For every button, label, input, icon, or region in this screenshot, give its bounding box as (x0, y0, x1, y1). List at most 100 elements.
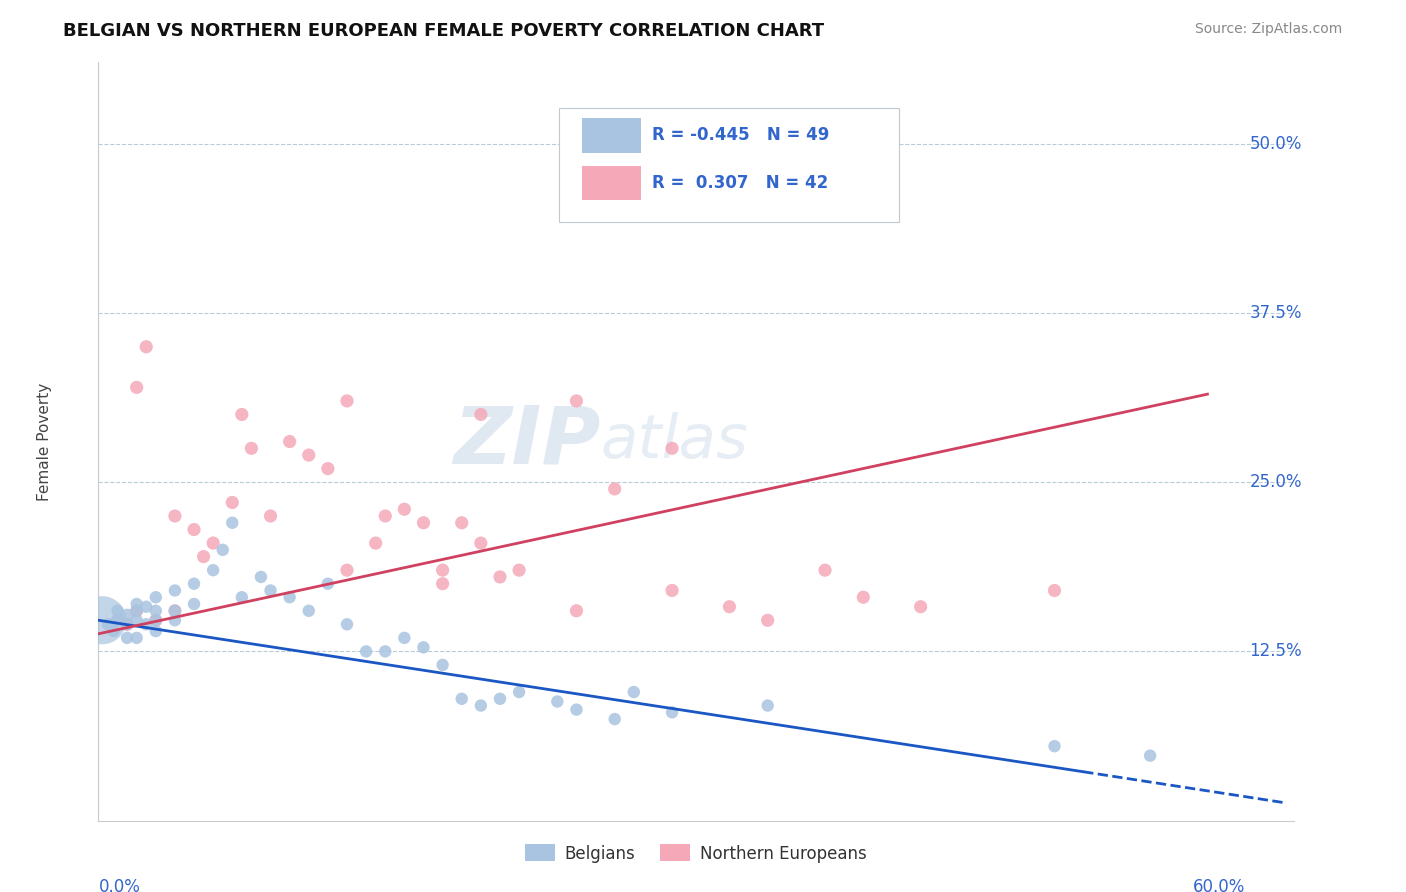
Text: atlas: atlas (600, 412, 748, 471)
Text: 60.0%: 60.0% (1194, 878, 1246, 892)
Point (278, 434, 301, 449)
Point (354, 644, 377, 658)
Point (470, 408, 492, 422)
Point (1043, 739, 1066, 754)
Text: 12.5%: 12.5% (1250, 642, 1302, 660)
Point (259, 583, 281, 598)
Point (91, 613, 114, 627)
Text: 50.0%: 50.0% (1250, 135, 1302, 153)
Point (450, 691, 472, 706)
Point (508, 685, 530, 699)
Point (412, 516, 434, 530)
Text: R =  0.307   N = 42: R = 0.307 N = 42 (652, 174, 828, 192)
Point (135, 340, 157, 354)
FancyBboxPatch shape (558, 108, 900, 221)
Point (183, 597, 205, 611)
Point (336, 617, 359, 632)
Point (193, 549, 215, 564)
Point (316, 576, 339, 591)
Point (756, 613, 779, 627)
FancyBboxPatch shape (582, 166, 641, 201)
Point (135, 617, 157, 632)
Point (489, 691, 512, 706)
Point (145, 624, 167, 639)
Point (718, 599, 741, 614)
Point (603, 712, 626, 726)
Point (163, 604, 186, 618)
Point (115, 617, 138, 632)
Point (103, 624, 125, 639)
Text: 0.0%: 0.0% (98, 878, 141, 892)
Point (756, 698, 779, 713)
Point (374, 508, 396, 523)
Point (565, 604, 588, 618)
Text: 25.0%: 25.0% (1250, 473, 1302, 491)
Point (145, 604, 167, 618)
Legend: Belgians, Northern Europeans: Belgians, Northern Europeans (517, 838, 875, 869)
Point (231, 591, 253, 605)
Point (125, 380, 148, 394)
Point (107, 613, 129, 627)
Point (163, 604, 186, 618)
Point (546, 694, 568, 708)
Point (202, 536, 225, 550)
Point (450, 516, 472, 530)
Point (183, 576, 205, 591)
Text: Female Poverty: Female Poverty (37, 383, 52, 500)
Point (661, 442, 683, 456)
Point (135, 599, 157, 614)
Point (183, 523, 205, 537)
Point (259, 508, 281, 523)
Point (145, 591, 167, 605)
Text: BELGIAN VS NORTHERN EUROPEAN FEMALE POVERTY CORRELATION CHART: BELGIAN VS NORTHERN EUROPEAN FEMALE POVE… (63, 22, 824, 40)
Point (364, 536, 387, 550)
Point (565, 703, 588, 717)
Point (508, 563, 530, 577)
Point (97, 617, 120, 632)
Point (221, 516, 243, 530)
Point (125, 631, 148, 645)
Point (145, 613, 167, 627)
Point (489, 570, 512, 584)
Point (470, 536, 492, 550)
Point (145, 613, 167, 627)
Point (661, 706, 683, 720)
FancyBboxPatch shape (582, 118, 641, 153)
Point (231, 408, 253, 422)
Point (394, 631, 416, 645)
Point (115, 607, 138, 622)
Point (1139, 748, 1161, 763)
Point (211, 542, 233, 557)
Point (603, 482, 626, 496)
Point (470, 698, 492, 713)
Text: ZIP: ZIP (453, 402, 600, 481)
Point (852, 591, 875, 605)
Point (910, 599, 932, 614)
Point (298, 604, 321, 618)
Point (240, 442, 263, 456)
Point (125, 613, 148, 627)
Point (374, 644, 396, 658)
Point (125, 604, 148, 618)
Point (221, 495, 243, 509)
Point (107, 604, 129, 618)
Point (125, 597, 148, 611)
Point (163, 583, 186, 598)
Point (1043, 583, 1066, 598)
Point (565, 393, 588, 408)
Point (336, 393, 359, 408)
Point (316, 461, 339, 475)
Point (163, 508, 186, 523)
Point (115, 631, 138, 645)
Point (298, 448, 321, 462)
Point (278, 591, 301, 605)
Text: Source: ZipAtlas.com: Source: ZipAtlas.com (1195, 22, 1343, 37)
Point (250, 570, 273, 584)
Point (163, 613, 186, 627)
Point (623, 685, 645, 699)
Point (412, 640, 434, 655)
Point (432, 563, 454, 577)
Point (336, 563, 359, 577)
Point (661, 583, 683, 598)
Point (202, 563, 225, 577)
